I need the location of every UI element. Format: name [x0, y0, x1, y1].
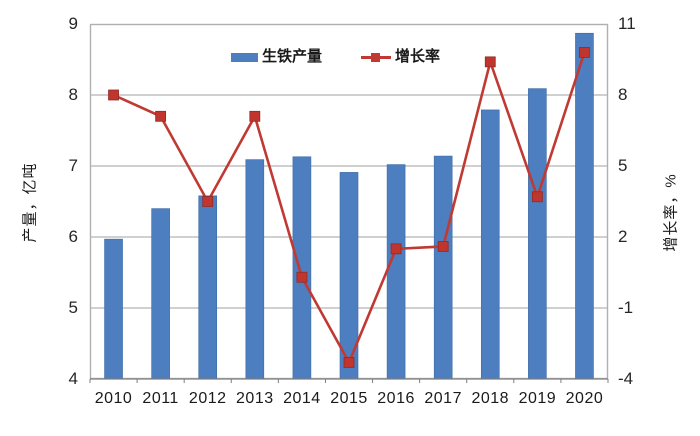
x-tick-2014: 2014: [283, 390, 321, 407]
marker-2019: [531, 191, 543, 203]
bar-2013: [245, 159, 265, 380]
y-axis-left-title: 产量，亿吨: [21, 162, 39, 243]
legend-label-growth: 增长率: [395, 48, 441, 65]
x-tick-2013: 2013: [236, 390, 274, 407]
marker-2012: [202, 196, 214, 207]
bar-2018: [480, 109, 500, 380]
x-tick-2020: 2020: [565, 390, 604, 407]
y-left-tick-9: 9: [68, 14, 78, 33]
y-left-tick-5: 5: [68, 298, 78, 317]
marker-2013: [249, 110, 261, 122]
legend-item-production: 生铁产量: [231, 48, 322, 66]
y-right-tick-5: 5: [618, 156, 628, 175]
legend-line-swatch-icon: [361, 52, 391, 63]
y-right-tick-2: 2: [618, 227, 628, 246]
marker-2018: [484, 56, 496, 68]
x-tick-2012: 2012: [188, 390, 227, 407]
x-tick-2017: 2017: [424, 390, 462, 407]
y-left-tick-8: 8: [68, 85, 78, 104]
marker-2010: [108, 89, 119, 101]
x-tick-2019: 2019: [518, 390, 557, 407]
marker-2017: [437, 241, 449, 252]
bar-2020: [575, 32, 594, 380]
marker-2016: [390, 243, 402, 255]
marker-2014: [296, 271, 308, 283]
marker-2020: [579, 47, 590, 58]
x-tick-2016: 2016: [377, 390, 415, 407]
bar-2019: [528, 88, 547, 380]
bar-2016: [386, 164, 406, 380]
marker-2015: [343, 357, 355, 368]
legend-bar-swatch-icon: [231, 52, 258, 62]
y-left-tick-7: 7: [68, 156, 78, 175]
y-right-tick--1: -1: [618, 298, 634, 317]
y-right-tick--4: -4: [618, 369, 634, 388]
y-right-tick-8: 8: [618, 85, 628, 104]
legend-label-production: 生铁产量: [262, 48, 323, 65]
x-tick-2011: 2011: [142, 390, 179, 407]
y-right-tick-11: 11: [618, 14, 636, 33]
bar-2011: [151, 208, 170, 380]
x-tick-2018: 2018: [471, 390, 510, 407]
x-tick-2010: 2010: [94, 390, 133, 407]
legend-item-growth: 增长率: [361, 48, 440, 66]
bar-2012: [198, 195, 218, 380]
y-left-tick-4: 4: [68, 369, 78, 388]
bar-2010: [104, 238, 123, 380]
x-tick-2015: 2015: [330, 390, 368, 407]
y-left-tick-6: 6: [68, 227, 78, 246]
bar-2014: [292, 156, 312, 380]
marker-2011: [155, 110, 167, 122]
bar-2017: [433, 155, 453, 380]
y-axis-right-title: 增长率，%: [662, 173, 680, 252]
